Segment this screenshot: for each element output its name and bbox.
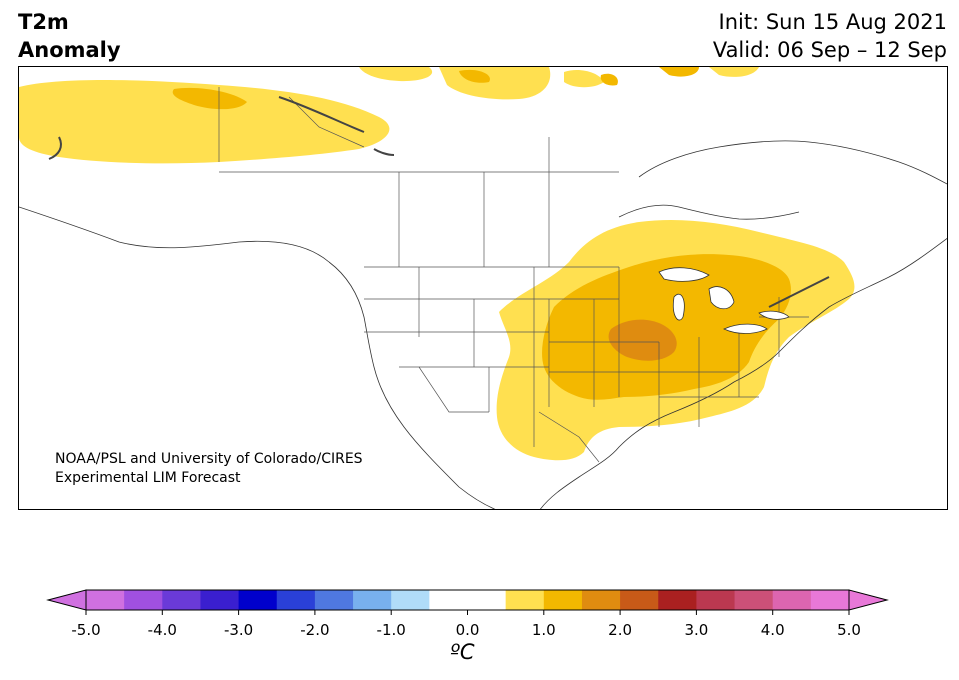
colorbar-cell	[581, 590, 621, 610]
anomaly-arctic-yellow-3	[564, 70, 604, 88]
colorbar-cell	[124, 590, 163, 610]
anomaly-arctic-yellow-2	[439, 67, 551, 100]
colorbar-cell	[200, 590, 240, 610]
anomaly-east-orange	[542, 254, 791, 400]
map-title: T2m Anomaly	[18, 8, 121, 64]
rivers	[48, 96, 830, 308]
title-line-2: Anomaly	[18, 38, 121, 62]
credit-text: NOAA/PSL and University of Colorado/CIRE…	[55, 450, 363, 488]
colorbar-cell	[658, 590, 697, 610]
colorbar-tick-label: -4.0	[148, 621, 177, 639]
colorbar-cell	[543, 590, 583, 610]
colorbar-cell	[314, 590, 354, 610]
anomaly-arctic-yellow-1	[359, 67, 433, 82]
colorbar-tick-label: 2.0	[608, 621, 632, 639]
colorbar-cell	[734, 590, 774, 610]
credit-line-1: NOAA/PSL and University of Colorado/CIRE…	[55, 451, 363, 467]
date-info: Init: Sun 15 Aug 2021 Valid: 06 Sep – 12…	[713, 8, 947, 64]
coastlines	[19, 140, 947, 509]
init-date: Init: Sun 15 Aug 2021	[718, 10, 947, 34]
anomaly-arctic-orange-1	[459, 69, 490, 83]
great-lakes	[658, 267, 790, 334]
credit-line-2: Experimental LIM Forecast	[55, 470, 241, 486]
colorbar-tick-label: 1.0	[532, 621, 556, 639]
colorbar-cell	[620, 590, 659, 610]
title-line-1: T2m	[18, 10, 69, 34]
anomaly-arctic-orange-2	[600, 73, 618, 86]
colorbar-cell	[276, 590, 316, 610]
anomaly-alaska-yellow	[19, 80, 390, 164]
map-svg	[19, 67, 947, 509]
colorbar-unit: ºC	[450, 640, 475, 664]
colorbar: -5.0 -4.0 -3.0 -2.0 -1.0 0.0 1.0 2.0 3.0 4.0 5.0	[46, 589, 889, 639]
colorbar-tick-label: -3.0	[224, 621, 253, 639]
colorbar-cell	[353, 590, 392, 610]
colorbar-cell	[86, 590, 125, 610]
colorbar-tick-label: -5.0	[71, 621, 100, 639]
colorbar-tick-label: 4.0	[761, 621, 785, 639]
colorbar-cell	[238, 590, 278, 610]
colorbar-cell	[696, 590, 736, 610]
colorbar-tick-label: 3.0	[684, 621, 708, 639]
colorbar-cell	[505, 590, 545, 610]
colorbar-cell	[810, 590, 850, 610]
colorbar-under-arrow	[46, 589, 87, 611]
anomaly-alaska-orange	[172, 87, 247, 110]
colorbar-cell	[429, 590, 507, 610]
anomaly-arctic-yellow-4	[709, 67, 759, 77]
colorbar-cells	[86, 590, 850, 610]
colorbar-over-arrow	[848, 589, 889, 611]
valid-period: Valid: 06 Sep – 12 Sep	[712, 38, 947, 62]
anomaly-arctic-orange-3	[659, 67, 699, 77]
colorbar-tick-label: 5.0	[837, 621, 861, 639]
colorbar-tick-label: -1.0	[377, 621, 406, 639]
colorbar-ticks: -5.0 -4.0 -3.0 -2.0 -1.0 0.0 1.0 2.0 3.0 4.0 5.0	[71, 610, 861, 639]
map-panel	[18, 66, 948, 510]
colorbar-tick-label: 0.0	[456, 621, 480, 639]
colorbar-cell	[391, 590, 430, 610]
political-borders	[218, 87, 809, 463]
colorbar-tick-label: -2.0	[300, 621, 329, 639]
anomaly-midwest-darkorange	[608, 319, 677, 361]
colorbar-cell	[162, 590, 201, 610]
colorbar-cell	[772, 590, 812, 610]
